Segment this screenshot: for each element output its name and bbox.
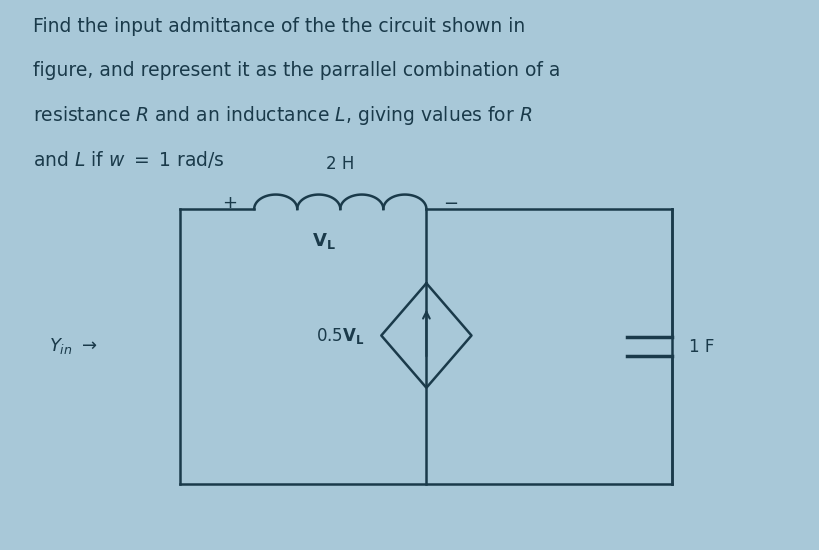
Text: −: −	[443, 195, 458, 212]
Text: Find the input admittance of the the circuit shown in: Find the input admittance of the the cir…	[33, 16, 524, 36]
Text: 1 F: 1 F	[688, 338, 713, 355]
Text: $Y_{in}$ $\rightarrow$: $Y_{in}$ $\rightarrow$	[49, 337, 97, 356]
Text: resistance $\mathit{R}$ and an inductance $\mathit{L}$, giving values for $\math: resistance $\mathit{R}$ and an inductanc…	[33, 104, 532, 128]
Text: $\mathbf{V}$$_\mathbf{L}$: $\mathbf{V}$$_\mathbf{L}$	[311, 231, 336, 251]
Text: 2 H: 2 H	[326, 155, 354, 173]
Text: 0.5$\mathbf{V}$$_\mathbf{L}$: 0.5$\mathbf{V}$$_\mathbf{L}$	[316, 326, 364, 345]
Text: figure, and represent it as the parrallel combination of a: figure, and represent it as the parralle…	[33, 60, 559, 80]
Text: and $\mathit{L}$ if $\mathit{w}$ $=$ 1 rad/s: and $\mathit{L}$ if $\mathit{w}$ $=$ 1 r…	[33, 148, 224, 169]
Text: +: +	[222, 195, 237, 212]
